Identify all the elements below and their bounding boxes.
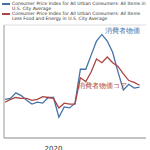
html-text:Consumer Price Index for All U: Consumer Price Index for All Urban Consu… bbox=[12, 1, 146, 11]
svg-text:2020: 2020 bbox=[45, 145, 63, 150]
html-text:Consumer Price Index for All U: Consumer Price Index for All Urban Consu… bbox=[12, 11, 141, 21]
svg-text:消費者物価: 消費者物価 bbox=[105, 27, 140, 35]
svg-text:消費者物価コア: 消費者物価コア bbox=[78, 82, 127, 90]
